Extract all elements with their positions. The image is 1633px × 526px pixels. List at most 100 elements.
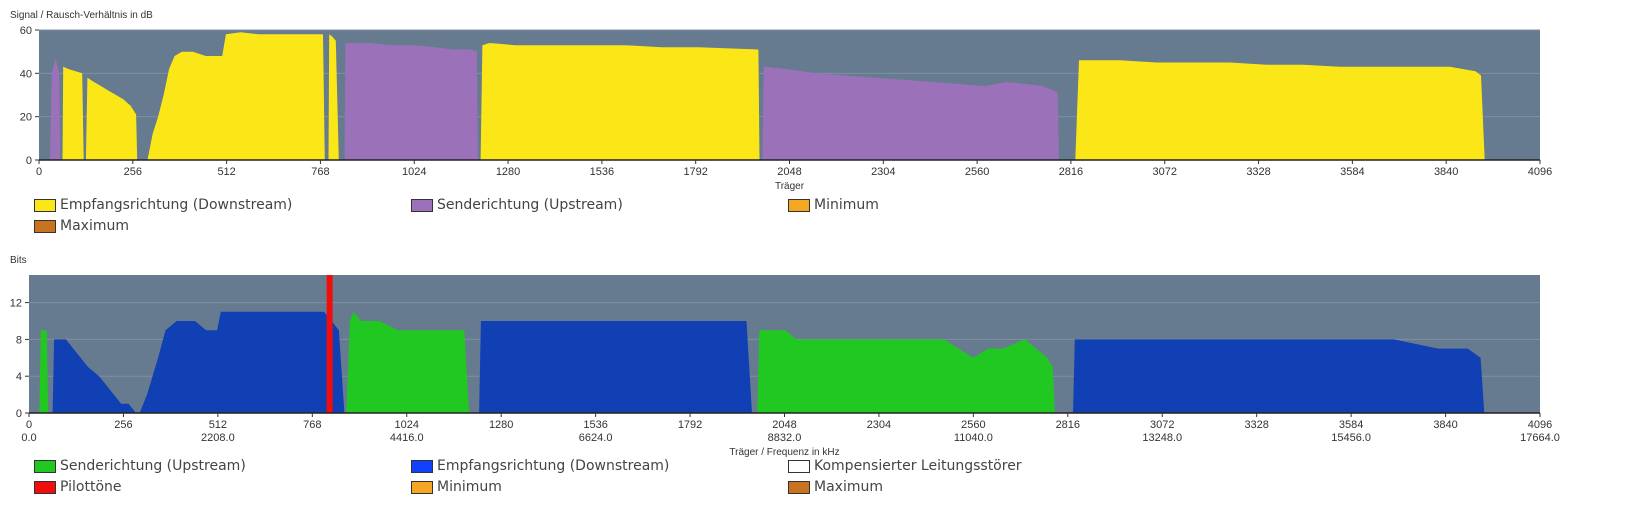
legend-label: Kompensierter Leitungsstörer xyxy=(814,458,1022,474)
legend-item-upstream: Senderichtung (Upstream) xyxy=(411,197,623,213)
legend-swatch xyxy=(411,459,433,473)
x-tick-label: 1792 xyxy=(678,419,702,431)
series-area xyxy=(328,34,339,160)
x-tick-freq-label: 4416.0 xyxy=(390,432,424,444)
x-tick-label: 2048 xyxy=(772,419,796,431)
legend-swatch xyxy=(411,198,433,212)
series-area xyxy=(139,311,345,413)
x-tick-freq-label: 15456.0 xyxy=(1331,432,1371,444)
pilot-tone-bar xyxy=(326,275,333,413)
series-area xyxy=(480,43,760,160)
x-tick-freq-label: 13248.0 xyxy=(1142,432,1182,444)
legend-item-upstream-bits: Senderichtung (Upstream) xyxy=(34,458,246,474)
legend-swatch xyxy=(34,480,56,494)
y-tick-label: 0 xyxy=(26,155,32,167)
legend-item-downstream-bits: Empfangsrichtung (Downstream) xyxy=(411,458,669,474)
x-tick-label: 4096 xyxy=(1528,419,1552,431)
legend-item-downstream: Empfangsrichtung (Downstream) xyxy=(34,197,292,213)
x-tick-label: 3072 xyxy=(1150,419,1174,431)
x-axis-label: Träger xyxy=(775,181,805,192)
series-area xyxy=(762,66,1059,160)
x-tick-label: 3584 xyxy=(1339,419,1363,431)
y-axis-label: Signal / Rausch-Verhältnis in dB xyxy=(10,10,153,21)
legend-label: Empfangsrichtung (Downstream) xyxy=(60,197,293,213)
x-tick-label: 2304 xyxy=(871,166,895,178)
series-area xyxy=(344,43,478,160)
x-tick-label: 3328 xyxy=(1244,419,1268,431)
x-tick-label: 1280 xyxy=(489,419,513,431)
x-tick-label: 3840 xyxy=(1433,419,1457,431)
series-area xyxy=(147,32,325,161)
legend-item-maximum: Maximum xyxy=(34,218,129,234)
legend-swatch xyxy=(788,459,810,473)
x-tick-freq-label: 8832.0 xyxy=(768,432,802,444)
x-tick-label: 2816 xyxy=(1059,166,1083,178)
legend-swatch xyxy=(34,219,56,233)
y-tick-label: 0 xyxy=(16,408,22,420)
x-tick-freq-label: 0.0 xyxy=(21,432,36,444)
series-area xyxy=(62,66,84,160)
x-tick-label: 2560 xyxy=(961,419,985,431)
y-tick-label: 4 xyxy=(16,371,22,383)
y-tick-label: 8 xyxy=(16,334,22,346)
x-tick-label: 3584 xyxy=(1340,166,1364,178)
series-area xyxy=(50,58,61,161)
legend-swatch xyxy=(411,480,433,494)
y-axis-label: Bits xyxy=(10,255,27,266)
x-tick-label: 768 xyxy=(311,166,329,178)
x-tick-label: 1024 xyxy=(402,166,426,178)
legend-label: Minimum xyxy=(814,197,879,213)
x-tick-label: 3328 xyxy=(1246,166,1270,178)
legend-item-pilot: Pilottöne xyxy=(34,479,122,495)
legend-label: Maximum xyxy=(814,479,883,495)
legend-label: Maximum xyxy=(60,218,129,234)
legend-swatch xyxy=(34,198,56,212)
series-area xyxy=(757,330,1055,413)
x-tick-label: 0 xyxy=(26,419,32,431)
x-tick-label: 1024 xyxy=(395,419,419,431)
legend-item-minimum: Minimum xyxy=(788,197,879,213)
x-tick-label: 1280 xyxy=(496,166,520,178)
x-tick-freq-label: 11040.0 xyxy=(954,432,993,444)
x-tick-label: 512 xyxy=(209,419,227,431)
legend-swatch xyxy=(788,480,810,494)
x-tick-label: 2816 xyxy=(1056,419,1080,431)
series-area xyxy=(479,321,752,413)
x-tick-label: 256 xyxy=(124,166,142,178)
legend-label: Senderichtung (Upstream) xyxy=(60,458,246,474)
series-area xyxy=(1073,339,1485,413)
legend-swatch xyxy=(34,459,56,473)
series-area xyxy=(52,339,136,413)
y-tick-label: 12 xyxy=(10,298,22,310)
x-tick-label: 256 xyxy=(114,419,132,431)
legend-label: Empfangsrichtung (Downstream) xyxy=(437,458,670,474)
y-tick-label: 40 xyxy=(20,68,32,80)
x-tick-label: 1536 xyxy=(590,166,614,178)
x-tick-label: 1536 xyxy=(583,419,607,431)
legend-label: Senderichtung (Upstream) xyxy=(437,197,623,213)
x-tick-freq-label: 2208.0 xyxy=(201,432,235,444)
legend-label: Minimum xyxy=(437,479,502,495)
x-tick-label: 1792 xyxy=(683,166,707,178)
legend-item-compensated: Kompensierter Leitungsstörer xyxy=(788,458,1022,474)
series-area xyxy=(85,77,138,160)
x-tick-label: 3072 xyxy=(1153,166,1177,178)
legend-item-maximum-bits: Maximum xyxy=(788,479,883,495)
series-area xyxy=(346,311,470,413)
x-tick-label: 2048 xyxy=(777,166,801,178)
x-tick-label: 0 xyxy=(36,166,42,178)
x-tick-label: 4096 xyxy=(1528,166,1552,178)
series-area xyxy=(39,330,49,413)
legend-item-minimum-bits: Minimum xyxy=(411,479,502,495)
y-tick-label: 20 xyxy=(20,112,32,124)
x-tick-label: 3840 xyxy=(1434,166,1458,178)
legend-label: Pilottöne xyxy=(60,479,122,495)
x-tick-label: 768 xyxy=(303,419,321,431)
x-tick-label: 2304 xyxy=(867,419,891,431)
x-tick-freq-label: 17664.0 xyxy=(1520,432,1560,444)
series-area xyxy=(1075,60,1485,160)
legend-swatch xyxy=(788,198,810,212)
y-tick-label: 60 xyxy=(20,25,32,37)
x-tick-label: 512 xyxy=(217,166,235,178)
